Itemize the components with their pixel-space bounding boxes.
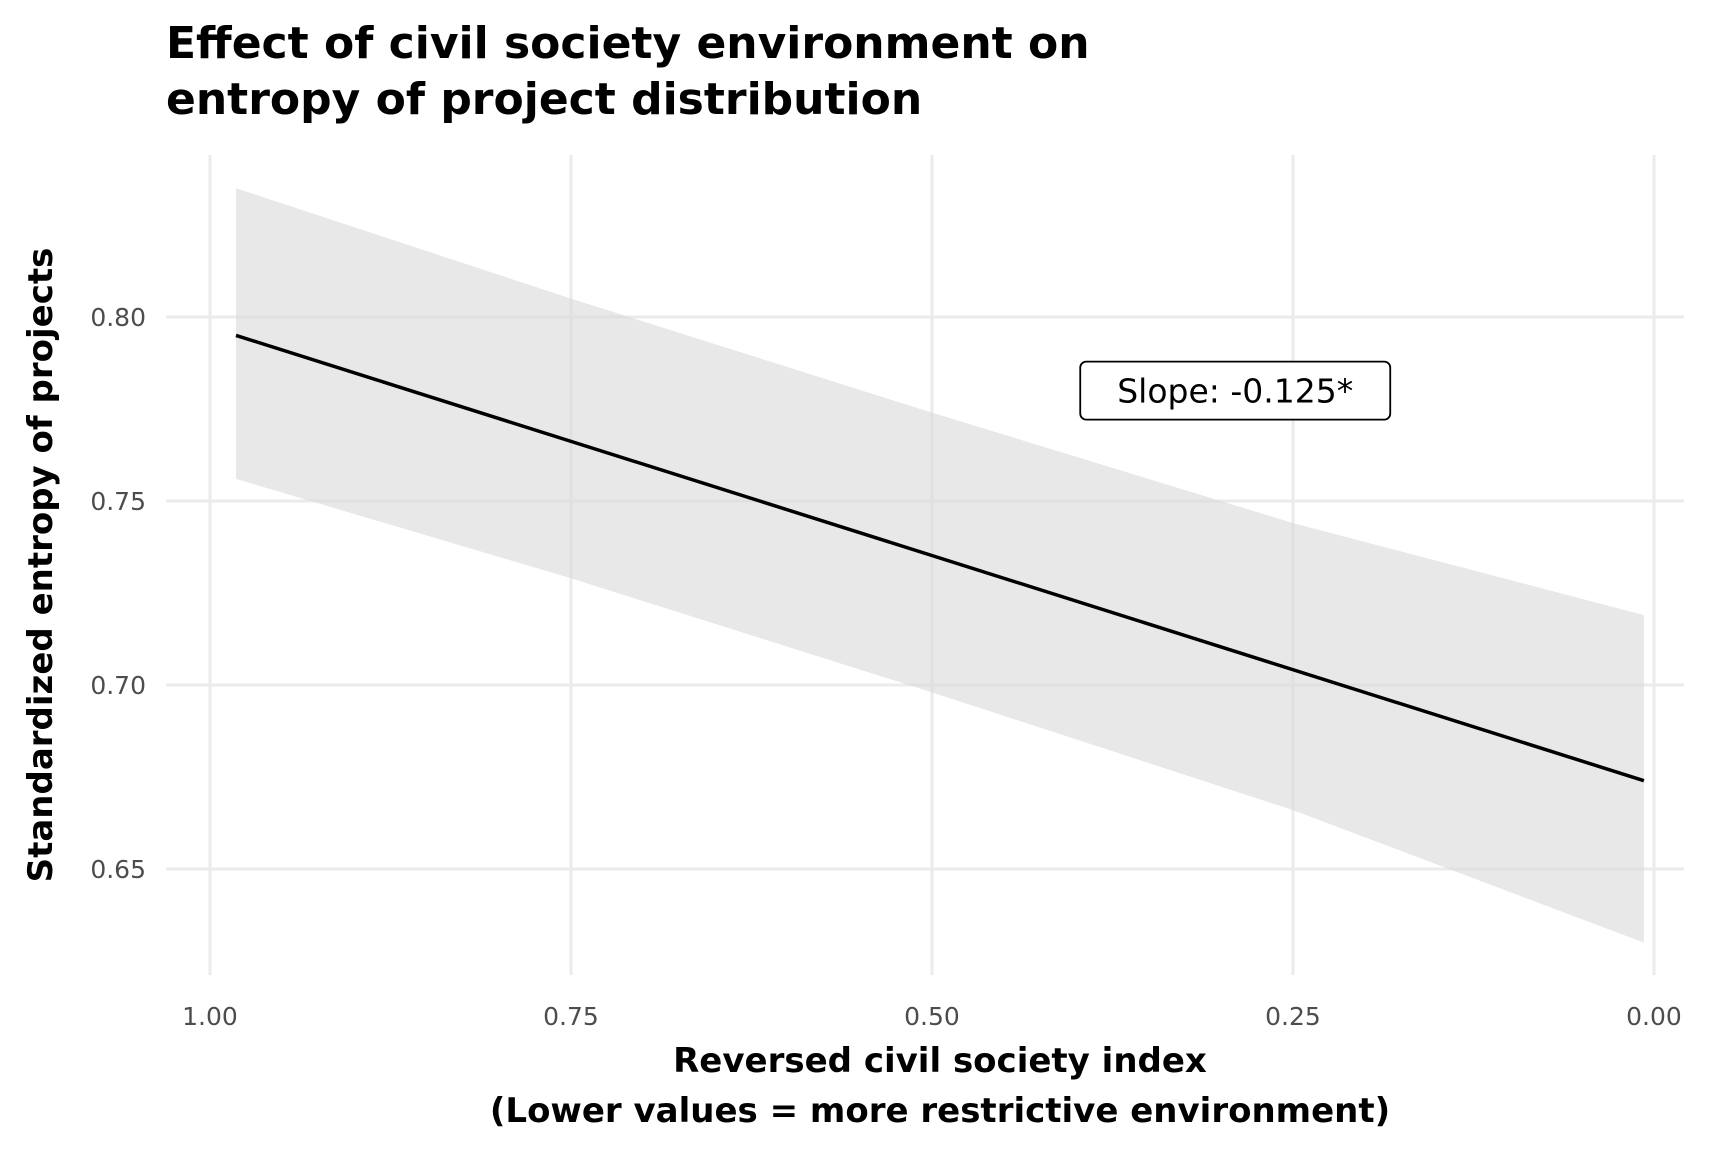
y-tick-label: 0.65	[90, 855, 146, 884]
x-tick-label: 0.50	[904, 1002, 960, 1031]
x-tick-labels: 1.00 0.75 0.50 0.25 0.00	[182, 1002, 1682, 1031]
y-tick-label: 0.75	[90, 487, 146, 516]
x-tick-label: 0.25	[1265, 1002, 1321, 1031]
x-tick-label: 1.00	[182, 1002, 238, 1031]
x-tick-label: 0.75	[543, 1002, 599, 1031]
y-tick-label: 0.80	[90, 303, 146, 332]
chart-title-line1: Effect of civil society environment on	[166, 18, 1090, 69]
y-axis-title: Standardized entropy of projects	[21, 248, 61, 883]
annotation-box	[1079, 360, 1392, 421]
y-tick-labels: 0.65 0.70 0.75 0.80	[90, 303, 146, 884]
y-tick-label: 0.70	[90, 671, 146, 700]
confidence-ribbon	[235, 188, 1644, 943]
x-axis-title-line2: (Lower values = more restrictive environ…	[490, 1091, 1390, 1131]
fit-line	[235, 333, 1645, 783]
x-axis-title-line1: Reversed civil society index	[673, 1041, 1207, 1081]
annotation-text: Slope: -0.125*	[1117, 372, 1353, 411]
slope-annotation: Slope: -0.125*	[1079, 360, 1392, 421]
x-tick-label: 0.00	[1626, 1002, 1682, 1031]
chart-title-line2: entropy of project distribution	[166, 74, 922, 125]
